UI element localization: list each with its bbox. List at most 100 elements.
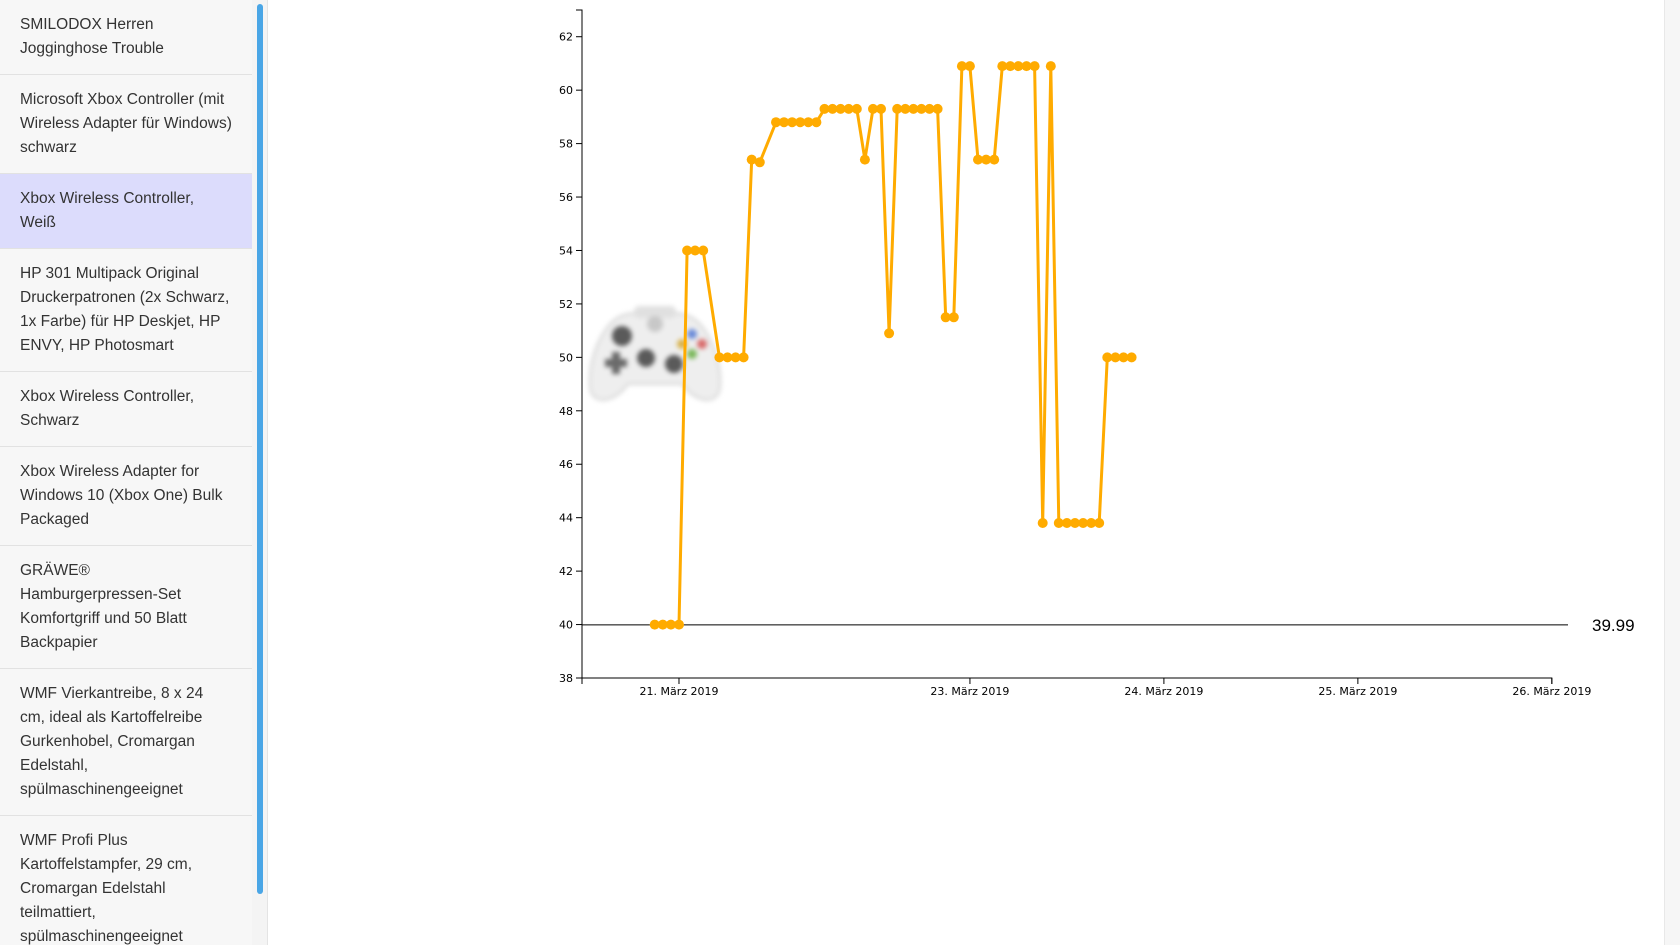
price-data-point	[940, 312, 951, 323]
price-data-point	[730, 352, 741, 363]
y-tick-label: 46	[559, 458, 573, 471]
price-data-point	[771, 117, 781, 128]
product-list-item-label: Xbox Wireless Adapter for Windows 10 (Xb…	[20, 463, 223, 528]
price-data-point	[1005, 61, 1016, 72]
price-data-point	[1070, 518, 1080, 528]
price-data-point	[989, 154, 1000, 165]
price-data-point	[1110, 352, 1121, 363]
sidebar-scrollbar-thumb[interactable]	[257, 4, 263, 894]
product-list-item-label: HP 301 Multipack Original Druckerpatrone…	[20, 265, 230, 354]
product-list-item[interactable]: Microsoft Xbox Controller (mit Wireless …	[0, 75, 252, 174]
y-tick-label: 38	[559, 672, 573, 685]
price-data-point	[973, 154, 983, 165]
price-data-point	[1102, 352, 1113, 363]
y-tick-label: 60	[559, 84, 573, 97]
y-tick-label: 40	[559, 619, 573, 632]
price-data-point	[932, 103, 943, 114]
price-data-point	[876, 103, 886, 114]
price-data-point	[835, 103, 846, 114]
price-data-point	[1061, 518, 1072, 528]
price-data-point	[900, 103, 911, 114]
x-tick-label: 26. März 2019	[1512, 685, 1591, 698]
price-data-point	[795, 117, 806, 128]
product-sidebar: SMILODOX Herren Jogginghose Trouble Micro…	[0, 0, 268, 945]
product-list-item[interactable]: WMF Vierkantreibe, 8 x 24 cm, ideal als …	[0, 669, 252, 816]
product-list-item[interactable]: Xbox Wireless Adapter for Windows 10 (Xb…	[0, 447, 252, 546]
price-data-point	[738, 352, 749, 363]
y-tick-label: 62	[559, 31, 573, 44]
product-list-item-label: Xbox Wireless Controller, Schwarz	[20, 388, 195, 429]
product-list-item-label: WMF Profi Plus Kartoffelstampfer, 29 cm,…	[20, 832, 193, 945]
price-data-point	[859, 154, 870, 165]
xbox-controller-white-icon	[588, 306, 722, 402]
price-data-point	[819, 103, 830, 114]
price-data-point	[1013, 61, 1024, 72]
price-data-point	[690, 245, 701, 256]
price-data-point	[997, 61, 1008, 72]
product-list-item[interactable]: Xbox Wireless Controller, Schwarz	[0, 372, 252, 447]
price-data-point	[1053, 518, 1064, 528]
window-scrollbar-track[interactable]	[1664, 0, 1680, 945]
product-list-item-label: GRÄWE® Hamburgerpressen-Set Komfortgriff…	[20, 562, 187, 651]
product-list-item-label: SMILODOX Herren Jogginghose Trouble	[20, 16, 164, 57]
main-content	[268, 0, 1664, 945]
price-data-point	[746, 154, 757, 165]
y-axis-line	[576, 9, 583, 679]
price-data-point	[908, 103, 919, 114]
price-data-point	[682, 245, 693, 256]
price-data-point	[803, 117, 814, 128]
y-tick-label: 52	[559, 298, 573, 311]
price-data-point	[1078, 518, 1089, 528]
price-data-point	[948, 312, 959, 323]
price-data-point	[779, 117, 789, 128]
price-data-point	[924, 103, 935, 114]
price-data-point	[811, 117, 822, 128]
price-data-point	[1126, 352, 1137, 363]
x-tick-label: 23. März 2019	[930, 685, 1009, 698]
x-tick-label: 21. März 2019	[639, 685, 718, 698]
price-data-point	[1094, 518, 1105, 528]
price-data-point	[892, 103, 903, 114]
price-data-point	[1037, 518, 1048, 528]
price-data-point	[1118, 352, 1129, 363]
price-data-point	[1086, 518, 1097, 528]
product-list-item[interactable]: HP 301 Multipack Original Druckerpatrone…	[0, 249, 252, 372]
price-data-point	[843, 103, 854, 114]
reference-line-label: 39.99	[1592, 616, 1635, 635]
price-data-point	[665, 619, 676, 630]
price-data-point	[964, 61, 975, 72]
price-data-point	[956, 61, 967, 72]
price-data-point	[722, 352, 733, 363]
y-tick-label: 50	[559, 351, 573, 364]
x-tick-label: 24. März 2019	[1124, 685, 1203, 698]
price-data-point	[851, 103, 862, 114]
x-tick-label: 25. März 2019	[1318, 685, 1397, 698]
x-axis-line	[581, 677, 1553, 684]
price-data-point	[787, 117, 798, 128]
price-series-line	[654, 64, 1132, 627]
price-data-point	[827, 103, 838, 114]
y-tick-label: 44	[559, 512, 573, 525]
price-data-point	[916, 103, 927, 114]
price-data-point	[698, 245, 709, 256]
product-list-item-label: WMF Vierkantreibe, 8 x 24 cm, ideal als …	[20, 685, 204, 798]
product-list-item[interactable]: SMILODOX Herren Jogginghose Trouble	[0, 0, 252, 75]
product-list-item[interactable]: Xbox Wireless Controller, Weiß	[0, 174, 252, 249]
y-tick-label: 54	[559, 244, 573, 257]
product-list-item[interactable]: WMF Profi Plus Kartoffelstampfer, 29 cm,…	[0, 816, 252, 945]
product-list-item-label: Microsoft Xbox Controller (mit Wireless …	[20, 91, 232, 156]
y-tick-label: 48	[559, 405, 573, 418]
price-data-point	[754, 157, 765, 168]
price-data-point	[714, 352, 725, 363]
y-tick-label: 58	[559, 138, 573, 151]
y-tick-label: 42	[559, 565, 573, 578]
price-data-point	[649, 619, 660, 630]
price-data-point	[1045, 61, 1056, 72]
price-data-point	[1021, 61, 1032, 72]
price-data-point	[981, 154, 992, 165]
price-data-point	[868, 103, 878, 114]
product-list: SMILODOX Herren Jogginghose Trouble Micro…	[0, 0, 252, 945]
product-list-item[interactable]: GRÄWE® Hamburgerpressen-Set Komfortgriff…	[0, 546, 252, 669]
